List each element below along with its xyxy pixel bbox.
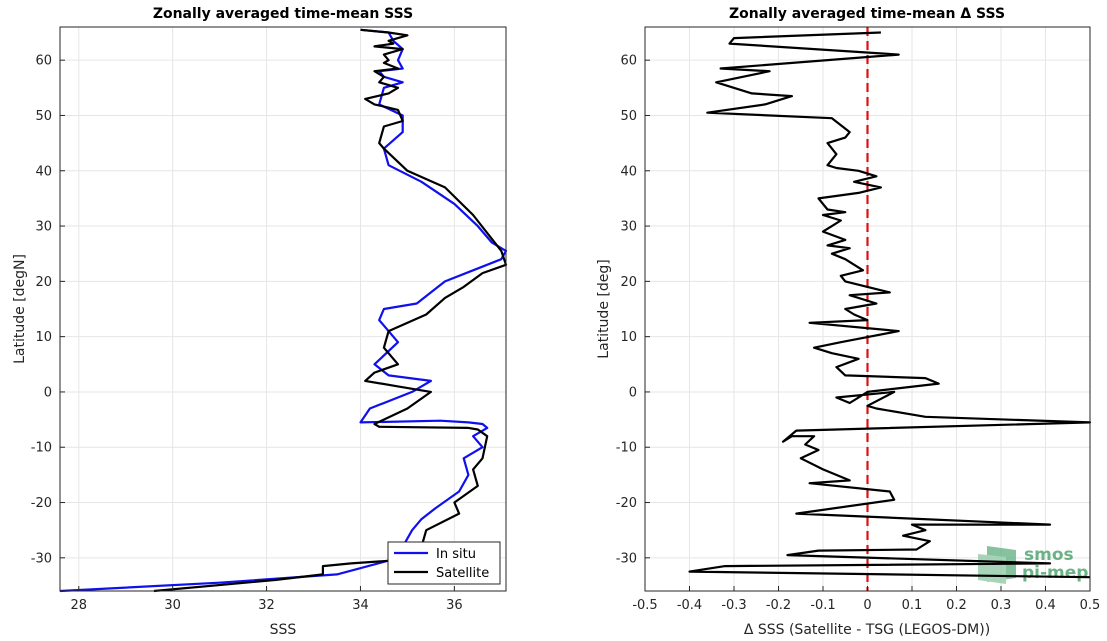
x-tick-label: -0.2 xyxy=(766,598,791,613)
y-tick-label: 20 xyxy=(620,275,637,290)
right-panel: smos pi-mep -0.5 -0.4 -0.3 -0.2 -0.1 0 0.1 0.2 0… xyxy=(596,6,1100,638)
x-tick-label: 32 xyxy=(258,598,275,613)
left-panel: 28 30 32 34 36 -30 -20 -10 0 10 20 30 40 50 60 Zonally… xyxy=(12,6,508,638)
x-tick-label: 0 xyxy=(863,598,871,613)
x-tick-label: 34 xyxy=(352,598,369,613)
y-tick-label: -10 xyxy=(616,441,637,456)
left-axes-box xyxy=(59,26,507,592)
x-tick-label: 28 xyxy=(71,598,88,613)
y-tick-label: 20 xyxy=(35,275,52,290)
logo-text-line2: pi-mep xyxy=(1022,563,1088,583)
legend-insitu-label: In situ xyxy=(436,547,476,562)
left-ticks: 28 30 32 34 36 -30 -20 -10 0 10 20 30 40 50 60 xyxy=(31,54,463,613)
x-tick-label: 0.5 xyxy=(1080,598,1101,613)
x-tick-label: 0.1 xyxy=(902,598,923,613)
y-tick-label: 60 xyxy=(35,54,52,69)
y-tick-label: 50 xyxy=(620,109,637,124)
left-xlabel: SSS xyxy=(270,622,297,638)
x-tick-label: 36 xyxy=(446,598,463,613)
logo-text-line1: smos xyxy=(1024,545,1074,565)
x-tick-label: 30 xyxy=(164,598,181,613)
y-tick-label: 60 xyxy=(620,54,637,69)
x-tick-label: -0.4 xyxy=(677,598,702,613)
legend-box xyxy=(387,541,501,585)
x-tick-label: 0.2 xyxy=(946,598,967,613)
legend-satellite-label: Satellite xyxy=(436,566,489,581)
right-title: Zonally averaged time-mean Δ SSS xyxy=(729,6,1005,22)
series-line-satellite xyxy=(153,28,508,593)
y-tick-label: -30 xyxy=(31,551,52,566)
right-xlabel: Δ SSS (Satellite - TSG (LEGOS-DM)) xyxy=(744,622,990,638)
legend: In situ Satellite xyxy=(387,541,501,585)
y-tick-label: 30 xyxy=(35,220,52,235)
logo-mark-shadow-icon xyxy=(978,554,1006,584)
y-tick-label: -20 xyxy=(616,496,637,511)
y-tick-label: 10 xyxy=(35,330,52,345)
left-lines xyxy=(59,28,508,593)
x-tick-label: -0.5 xyxy=(632,598,657,613)
y-tick-label: 10 xyxy=(620,330,637,345)
y-tick-label: 40 xyxy=(620,164,637,179)
y-tick-label: 0 xyxy=(44,385,52,400)
x-tick-label: -0.3 xyxy=(721,598,746,613)
y-tick-label: 30 xyxy=(620,220,637,235)
left-ylabel: Latitude [degN] xyxy=(12,254,28,364)
right-ticks: -0.5 -0.4 -0.3 -0.2 -0.1 0 0.1 0.2 0.3 0.4 0.5 -30 -… xyxy=(616,54,1101,613)
y-tick-label: -10 xyxy=(31,441,52,456)
y-tick-label: 0 xyxy=(629,385,637,400)
y-tick-label: 50 xyxy=(35,109,52,124)
right-ylabel: Latitude [deg] xyxy=(596,259,612,358)
series-line-delta xyxy=(688,31,1092,579)
series-line-in-situ xyxy=(59,28,508,593)
x-tick-label: 0.3 xyxy=(991,598,1012,613)
x-tick-label: 0.4 xyxy=(1035,598,1056,613)
left-grid xyxy=(60,27,506,591)
y-tick-label: -30 xyxy=(616,551,637,566)
y-tick-label: 40 xyxy=(35,164,52,179)
right-lines xyxy=(688,31,1092,579)
left-title: Zonally averaged time-mean SSS xyxy=(153,6,413,22)
y-tick-label: -20 xyxy=(31,496,52,511)
x-tick-label: -0.1 xyxy=(810,598,835,613)
